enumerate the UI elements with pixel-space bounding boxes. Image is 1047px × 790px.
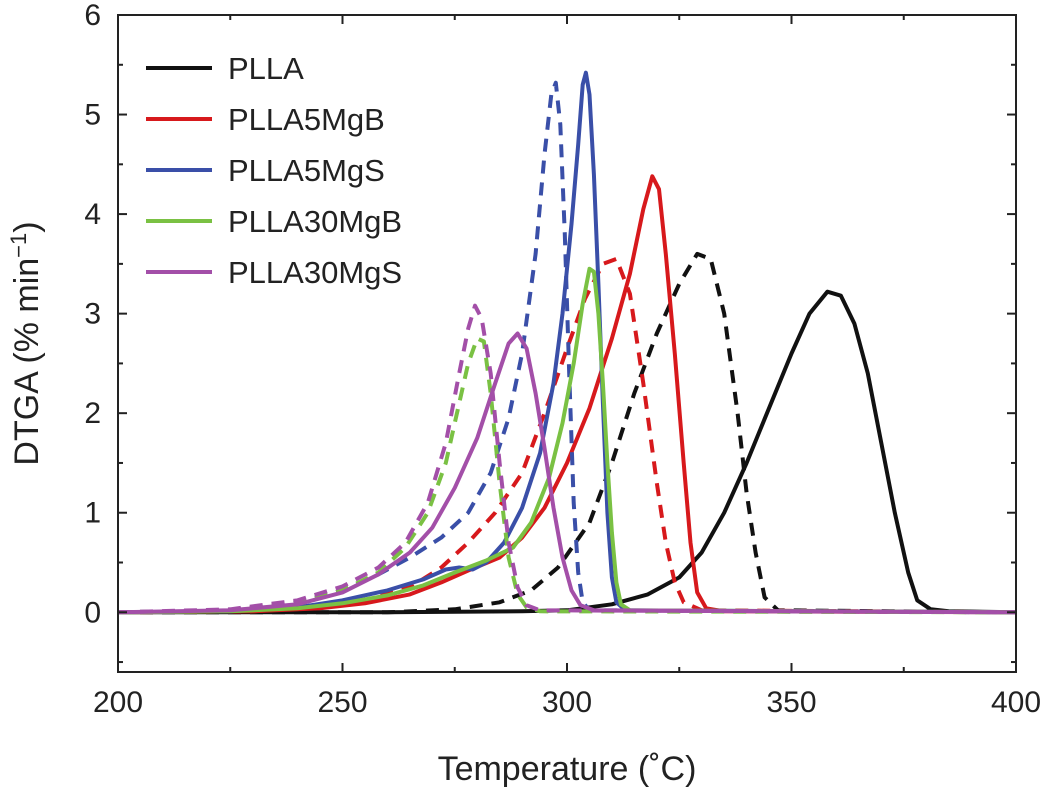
series-line-plla30mgb-solid xyxy=(117,266,1017,615)
series-layer xyxy=(117,70,1017,615)
y-tick-label: 6 xyxy=(84,0,101,32)
y-tick-label: 4 xyxy=(84,198,101,231)
legend-label-plla: PLLA xyxy=(228,51,304,86)
x-tick-label: 350 xyxy=(766,686,816,719)
legend-label-plla5mgb: PLLA5MgB xyxy=(228,102,385,137)
y-tick-label: 5 xyxy=(84,99,101,132)
series-line-plla30mgs-solid xyxy=(117,331,1017,615)
y-tick-label: 2 xyxy=(84,397,101,430)
legend: PLLA PLLA5MgB PLLA5MgS PLLA30MgB PLLA30MgS xyxy=(146,51,402,290)
x-axis-label: Temperature (˚C) xyxy=(438,750,697,788)
x-tick-label: 200 xyxy=(93,686,143,719)
legend-label-plla30mgs: PLLA30MgS xyxy=(228,255,402,290)
x-tick-label: 250 xyxy=(317,686,367,719)
y-axis-label-end: ) xyxy=(8,221,46,232)
y-tick-label: 1 xyxy=(84,497,101,530)
series-line-unnamed-dashed xyxy=(118,251,1017,615)
series-line-plla5mgb-solid xyxy=(117,174,1017,615)
ticks-layer: 200 250 300 350 400 0 1 2 3 4 5 6 xyxy=(84,0,1041,719)
y-axis-label: DTGA (% min−1) xyxy=(6,221,46,465)
x-tick-label: 400 xyxy=(991,686,1041,719)
y-axis-label-superscript: −1 xyxy=(6,233,31,258)
legend-label-plla5mgs: PLLA5MgS xyxy=(228,153,385,188)
y-tick-label: 0 xyxy=(84,596,101,629)
x-tick-label: 300 xyxy=(542,686,592,719)
y-tick-label: 3 xyxy=(84,298,101,331)
series-line-plla-solid xyxy=(118,289,1017,615)
y-axis-label-main: DTGA (% min xyxy=(8,258,46,466)
series-line-unnamed-dashed xyxy=(117,303,1017,615)
legend-label-plla30mgb: PLLA30MgB xyxy=(228,204,402,239)
